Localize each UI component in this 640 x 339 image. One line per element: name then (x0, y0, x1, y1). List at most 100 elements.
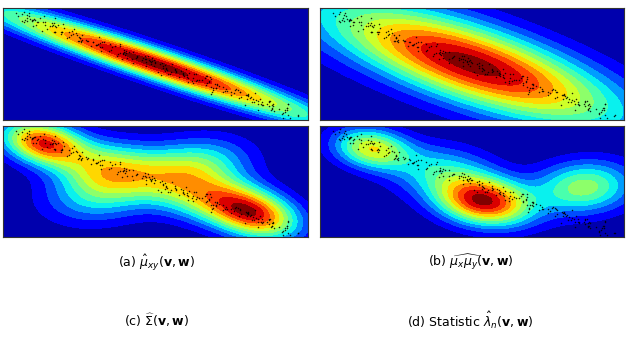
Point (160, 63, 170, 68)
Point (191, 78, 201, 83)
Point (545, 90, 556, 96)
Point (509, 195, 519, 200)
Point (477, 183, 487, 189)
Point (558, 92, 568, 98)
Point (120, 170, 130, 176)
Point (429, 52, 439, 57)
Point (115, 43, 125, 49)
Point (504, 81, 515, 86)
Point (454, 175, 464, 180)
Point (77, 156, 87, 161)
Point (598, 105, 609, 111)
Point (391, 153, 401, 159)
Point (230, 205, 241, 211)
Point (284, 101, 294, 106)
Point (162, 185, 172, 191)
Point (278, 228, 288, 234)
Point (438, 55, 448, 61)
Point (92, 160, 102, 165)
Point (92, 42, 102, 47)
Point (507, 78, 517, 83)
Point (524, 89, 534, 94)
Point (188, 194, 198, 199)
Point (486, 185, 497, 190)
Point (251, 216, 261, 221)
Point (188, 81, 198, 86)
Point (56, 29, 67, 34)
Point (487, 69, 497, 75)
Point (399, 156, 409, 162)
Point (348, 137, 358, 142)
Point (527, 203, 538, 208)
Point (561, 96, 572, 101)
Point (73, 39, 83, 44)
Point (179, 190, 189, 195)
Point (267, 106, 277, 111)
Point (338, 133, 348, 139)
Point (392, 157, 403, 163)
Point (420, 166, 431, 172)
Point (178, 190, 188, 195)
Point (192, 195, 202, 200)
Point (573, 220, 584, 225)
Point (363, 24, 373, 29)
Point (81, 155, 92, 160)
Point (583, 102, 593, 107)
Point (522, 210, 532, 215)
Point (206, 195, 216, 200)
Point (26, 16, 36, 22)
Point (17, 18, 28, 24)
Point (599, 225, 609, 230)
Point (477, 63, 487, 68)
Point (463, 176, 474, 182)
Point (243, 91, 253, 97)
Point (174, 74, 184, 80)
Point (398, 37, 408, 42)
Point (235, 207, 245, 213)
Point (56, 29, 66, 35)
Point (342, 16, 352, 22)
Point (284, 230, 294, 235)
Point (115, 41, 125, 47)
Point (231, 86, 241, 92)
Point (182, 74, 192, 80)
Point (458, 181, 468, 186)
Point (188, 76, 198, 81)
Point (463, 61, 473, 66)
Point (356, 140, 366, 145)
Point (120, 50, 131, 56)
Point (166, 69, 176, 75)
Point (19, 19, 29, 25)
Point (239, 220, 250, 225)
Point (600, 101, 610, 107)
Point (463, 56, 473, 61)
Point (448, 54, 458, 59)
Point (389, 32, 399, 37)
Point (344, 136, 354, 141)
Point (516, 76, 527, 81)
Point (157, 63, 168, 69)
Point (200, 193, 210, 199)
Point (584, 101, 595, 106)
Point (28, 18, 38, 24)
Point (595, 111, 605, 116)
Point (344, 135, 354, 141)
Point (253, 107, 264, 112)
Point (335, 137, 346, 142)
Point (127, 56, 137, 61)
Point (132, 172, 142, 177)
Point (59, 25, 69, 31)
Point (413, 166, 423, 172)
Point (71, 31, 81, 36)
Point (474, 183, 484, 188)
Point (505, 194, 515, 199)
Point (521, 197, 531, 202)
Point (280, 227, 290, 233)
Point (28, 135, 38, 141)
Point (472, 179, 482, 185)
Point (408, 160, 418, 165)
Point (374, 147, 384, 152)
Point (253, 224, 264, 230)
Point (284, 219, 294, 224)
Point (92, 42, 102, 48)
